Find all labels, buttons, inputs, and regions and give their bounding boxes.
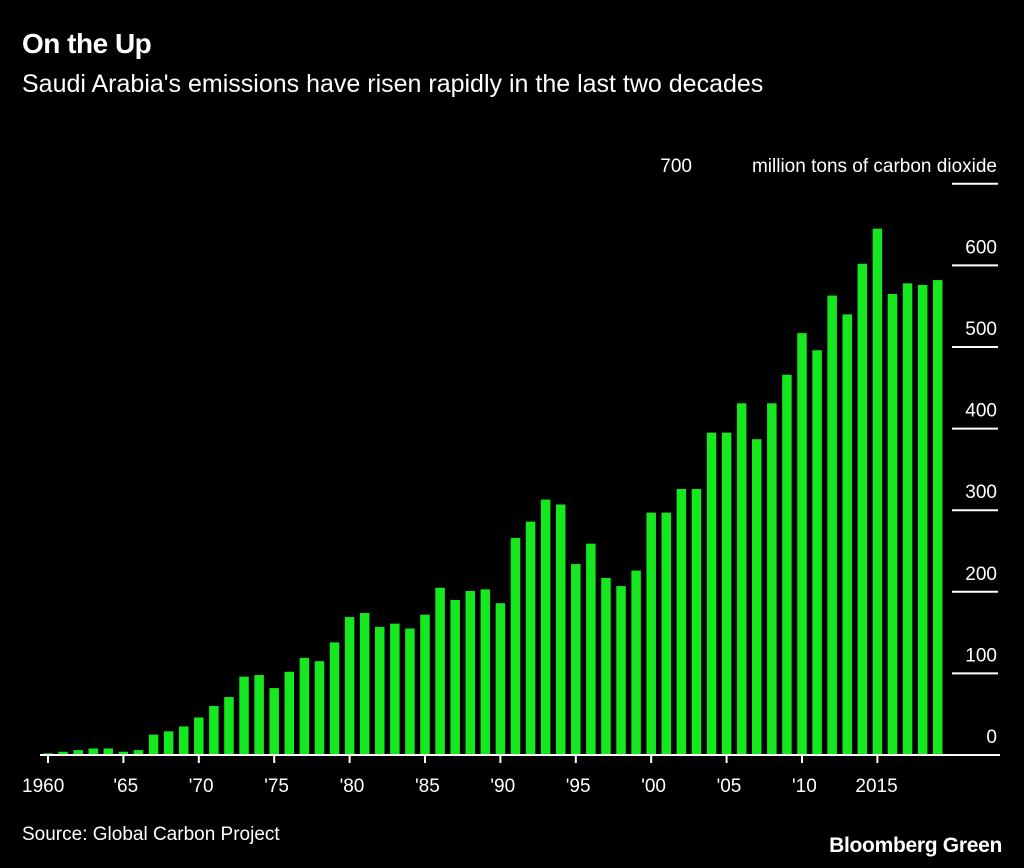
bar-1979 bbox=[329, 642, 340, 755]
bar-2011 bbox=[812, 350, 822, 755]
x-tick-label: '65 bbox=[113, 776, 138, 797]
x-tick-label: '10 bbox=[792, 776, 817, 797]
bar-1995 bbox=[571, 564, 581, 755]
y-tick-label: 200 bbox=[965, 564, 997, 585]
bar-2013 bbox=[842, 314, 852, 755]
bar-1997 bbox=[601, 577, 611, 755]
source-note: Source: Global Carbon Project bbox=[22, 824, 280, 845]
bar-2017 bbox=[902, 283, 913, 755]
y-tick-label: 500 bbox=[965, 319, 997, 340]
bar-1987 bbox=[450, 599, 460, 755]
x-tick-label: '85 bbox=[415, 776, 440, 797]
x-tick-label: 2015 bbox=[855, 776, 897, 797]
y-tick-label: 400 bbox=[965, 401, 997, 422]
bar-2002 bbox=[676, 488, 687, 755]
bar-1986 bbox=[435, 587, 445, 755]
x-tick-label: '95 bbox=[566, 776, 591, 797]
bar-1962 bbox=[73, 750, 83, 755]
bar-1972 bbox=[224, 697, 234, 755]
bar-1980 bbox=[344, 617, 355, 755]
bar-2007 bbox=[752, 439, 762, 755]
bar-1977 bbox=[299, 657, 310, 755]
bar-2003 bbox=[691, 488, 702, 755]
bar-1966 bbox=[133, 750, 144, 755]
x-tick-label: 1960 bbox=[22, 776, 64, 797]
bar-2006 bbox=[736, 403, 747, 755]
x-tick-label: '00 bbox=[641, 776, 666, 797]
x-tick-label: '90 bbox=[490, 776, 515, 797]
y-axis-unit-label: million tons of carbon dioxide bbox=[752, 156, 997, 177]
bar-1988 bbox=[465, 590, 475, 755]
bar-1985 bbox=[420, 614, 430, 755]
bar-1983 bbox=[390, 623, 400, 755]
bar-1982 bbox=[375, 626, 385, 755]
bar-1965 bbox=[118, 751, 129, 755]
bar-2005 bbox=[721, 432, 732, 755]
bar-1990 bbox=[495, 603, 506, 755]
bar-2009 bbox=[782, 374, 792, 755]
bar-2016 bbox=[887, 293, 898, 755]
x-tick-label: '80 bbox=[340, 776, 365, 797]
bar-1967 bbox=[148, 734, 159, 755]
bar-1971 bbox=[209, 706, 219, 755]
bar-2012 bbox=[827, 295, 837, 755]
bar-2000 bbox=[646, 512, 656, 755]
bar-1999 bbox=[631, 570, 641, 755]
bar-2001 bbox=[661, 512, 672, 755]
chart-title: On the Up bbox=[22, 28, 152, 59]
x-tick-label: '70 bbox=[189, 776, 214, 797]
bar-1991 bbox=[510, 537, 521, 755]
bar-1984 bbox=[405, 628, 415, 755]
bar-2014 bbox=[857, 263, 868, 755]
bar-1989 bbox=[480, 589, 491, 755]
bar-1994 bbox=[555, 504, 566, 755]
bar-2019 bbox=[932, 280, 943, 755]
y-tick-label: 700 bbox=[660, 156, 692, 177]
bar-2015 bbox=[872, 228, 883, 755]
bar-1976 bbox=[284, 671, 295, 755]
chart-subtitle: Saudi Arabia's emissions have risen rapi… bbox=[22, 70, 764, 98]
bar-1981 bbox=[359, 613, 370, 755]
bar-1968 bbox=[163, 731, 174, 755]
bar-1970 bbox=[194, 717, 204, 755]
x-tick-label: '05 bbox=[717, 776, 742, 797]
y-tick-label: 300 bbox=[965, 482, 997, 503]
bar-1993 bbox=[540, 499, 551, 755]
bar-1964 bbox=[103, 748, 114, 755]
bar-1961 bbox=[58, 751, 68, 755]
bar-1998 bbox=[616, 586, 626, 755]
bar-1996 bbox=[586, 543, 596, 755]
y-tick-label: 0 bbox=[986, 727, 997, 748]
bar-2010 bbox=[797, 333, 807, 755]
bar-2004 bbox=[706, 432, 717, 755]
bar-1974 bbox=[254, 675, 264, 755]
bar-1969 bbox=[178, 726, 189, 755]
brand-logo: Bloomberg Green bbox=[829, 834, 1002, 857]
bar-1975 bbox=[269, 688, 279, 755]
x-tick-label: '75 bbox=[264, 776, 289, 797]
bar-1992 bbox=[525, 521, 536, 755]
y-tick-label: 100 bbox=[965, 645, 997, 666]
bar-1963 bbox=[88, 748, 98, 755]
bar-1973 bbox=[239, 676, 249, 755]
bar-1978 bbox=[314, 661, 325, 755]
bar-2008 bbox=[767, 403, 777, 755]
bar-2018 bbox=[917, 284, 928, 755]
y-tick-label: 600 bbox=[965, 237, 997, 258]
